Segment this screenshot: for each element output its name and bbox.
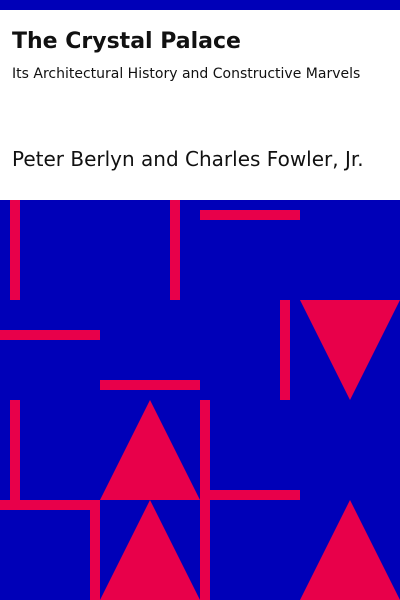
triangle-down xyxy=(300,300,400,400)
bar-vertical xyxy=(170,200,180,300)
triangle-up xyxy=(100,400,200,500)
top-color-band xyxy=(0,0,400,10)
bar-vertical xyxy=(10,400,20,500)
bar-horizontal xyxy=(0,500,100,510)
bar-vertical xyxy=(200,500,210,600)
book-title: The Crystal Palace xyxy=(12,29,241,54)
bar-vertical xyxy=(200,400,210,500)
bar-vertical xyxy=(280,300,290,400)
bar-horizontal xyxy=(200,490,300,500)
bar-horizontal xyxy=(0,330,100,340)
bar-vertical xyxy=(10,200,20,300)
cover-artwork xyxy=(0,200,400,600)
title-panel: The Crystal Palace Its Architectural His… xyxy=(0,10,400,200)
bar-horizontal xyxy=(200,210,300,220)
bar-horizontal xyxy=(100,380,200,390)
bar-vertical xyxy=(90,500,100,600)
triangle-up xyxy=(100,500,200,600)
triangle-up xyxy=(300,500,400,600)
book-author: Peter Berlyn and Charles Fowler, Jr. xyxy=(12,147,364,171)
book-subtitle: Its Architectural History and Constructi… xyxy=(12,66,361,82)
